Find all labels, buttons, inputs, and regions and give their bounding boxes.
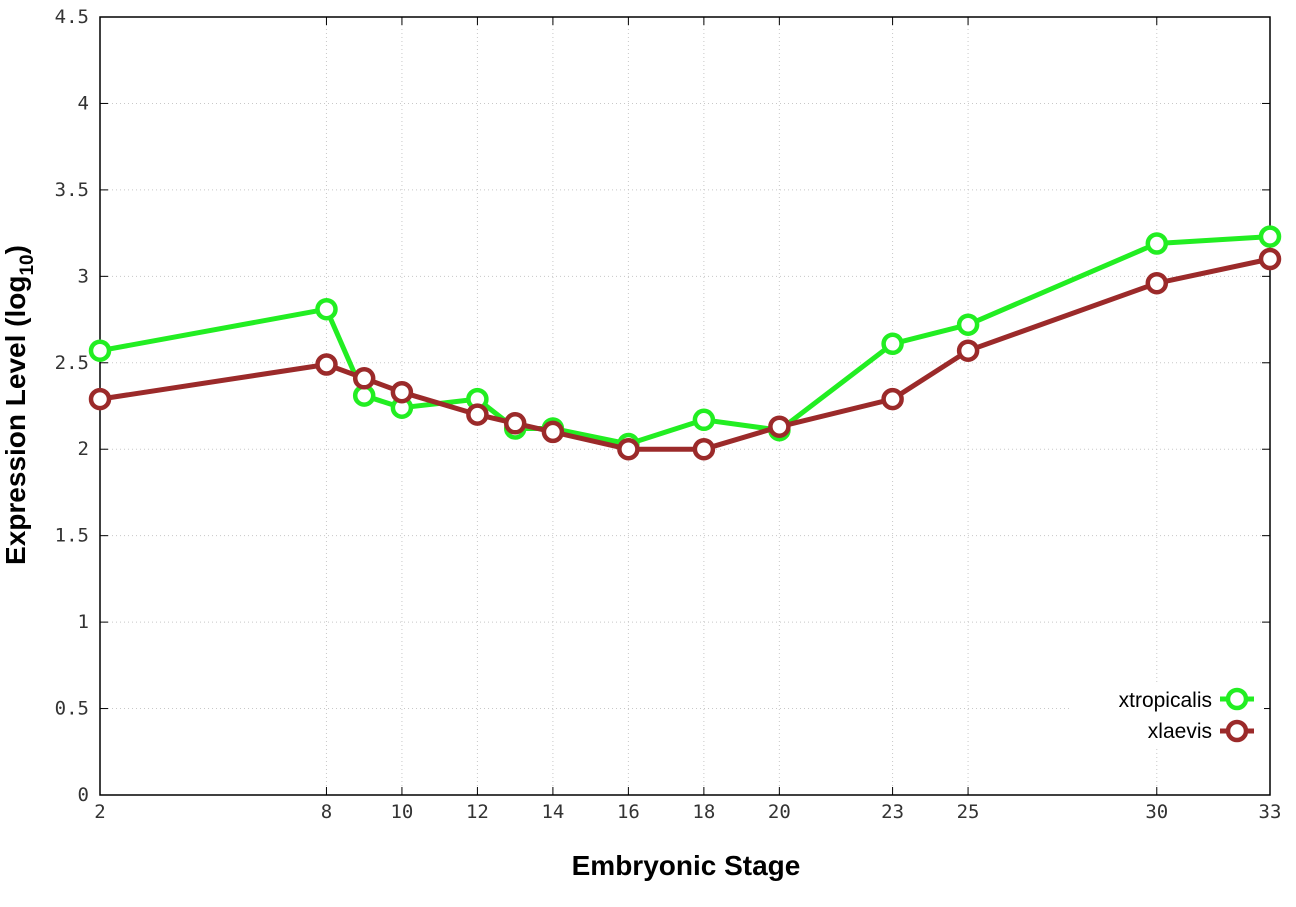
legend-label-xlaevis: xlaevis [1148,720,1212,743]
y-tick-label: 2 [78,438,89,460]
x-tick-label: 12 [466,801,489,823]
data-point-xlaevis [390,380,414,404]
x-tick-label: 25 [957,801,980,823]
data-point-xtropicalis [1258,225,1282,248]
data-point-xlaevis [956,339,980,362]
y-axis-title-end: ) [0,245,31,254]
y-axis-title-subscript: 10 [17,254,38,275]
series-lines [88,225,1282,461]
data-point-xlaevis [503,412,527,435]
x-tick-label: 8 [321,801,332,823]
gridlines [100,17,1270,795]
data-point-xlaevis [881,387,904,411]
legend-marker-xtropicalis [1225,687,1249,711]
data-point-xtropicalis [88,339,112,362]
plot-frame [99,16,1271,796]
legend-label-xtropicalis: xtropicalis [1119,689,1212,712]
x-tick-label: 33 [1259,801,1282,823]
x-tick-label: 2 [94,801,105,823]
x-tick-label: 18 [692,801,715,823]
y-axis-title: Expression Level (log10) [0,245,38,565]
y-tick-label: 3 [78,265,89,287]
y-tick-label: 4 [78,92,89,114]
y-tick-label: 2.5 [55,352,89,374]
x-tick-label: 14 [541,801,564,823]
data-point-xlaevis [1145,271,1169,295]
data-point-xtropicalis [881,332,904,356]
data-point-xlaevis [692,437,716,461]
x-tick-label: 20 [768,801,791,823]
y-axis-title-main: Expression Level (log [0,276,31,565]
y-tick-label: 1 [78,611,89,633]
legend-marker-xlaevis [1225,719,1249,743]
data-point-xtropicalis [315,297,338,321]
x-axis-title: Embryonic Stage [572,850,801,881]
data-point-xlaevis [617,437,640,461]
data-point-xlaevis [88,387,112,411]
data-point-xtropicalis [956,313,980,336]
data-point-xtropicalis [692,408,716,432]
x-tick-label: 23 [881,801,904,823]
y-tick-label: 0 [78,784,89,806]
y-tick-label: 3.5 [55,179,89,201]
x-tick-label: 16 [617,801,640,823]
data-point-xlaevis [466,403,489,426]
y-tick-label: 1.5 [55,525,89,547]
data-point-xlaevis [768,415,791,438]
y-tick-label: 0.5 [55,698,89,720]
x-tick-label: 10 [390,801,413,823]
data-point-xlaevis [315,353,338,376]
series-line-xtropicalis [99,234,1271,447]
data-point-xlaevis [1258,247,1282,271]
axis-ticks: 0 0.5 1 1.5 2 2.5 3 3.5 4 4.5 2 8 10 12 14 16 18 20 23 25 30… [55,6,1282,823]
y-tick-label: 4.5 [55,6,89,28]
legend: xtropicalis xlaevis [1070,682,1264,748]
series-line-xlaevis [99,256,1271,452]
x-tick-label: 30 [1145,801,1168,823]
data-point-xtropicalis [1145,232,1169,255]
data-point-xlaevis [352,367,376,390]
data-point-xlaevis [541,420,565,444]
